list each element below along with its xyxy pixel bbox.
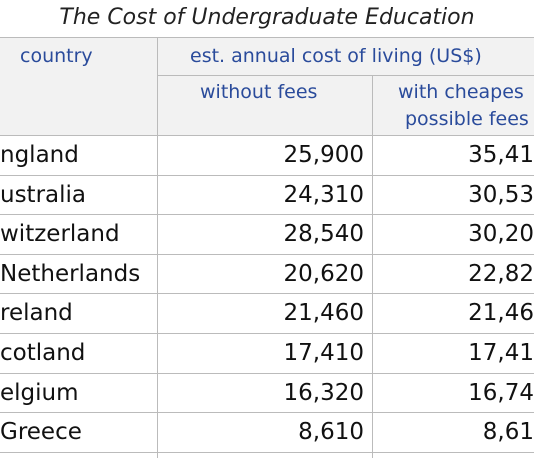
cost-cell: 28,540: [283, 221, 364, 248]
cost-cell: 17,41: [468, 340, 534, 366]
cost-cell: 16,320: [283, 379, 364, 406]
cost-cell: 8,610: [298, 419, 364, 446]
column-divider: [372, 76, 373, 458]
country-cell: reland: [0, 300, 73, 327]
row-divider: [0, 451, 534, 453]
column-header: without fees: [200, 81, 318, 103]
country-cell: ngland: [0, 142, 79, 168]
cost-cell: 20,620: [283, 260, 364, 287]
country-cell: elgium: [0, 379, 79, 406]
row-divider: [0, 293, 534, 295]
row-divider: [157, 75, 534, 76]
cost-cell: 8,61: [482, 419, 534, 446]
row-divider: [0, 214, 534, 216]
cost-cell: 21,46: [468, 300, 534, 327]
row-divider: [0, 135, 534, 136]
row-divider: [0, 333, 534, 334]
cost-cell: 17,410: [283, 340, 364, 366]
row-divider: [0, 253, 534, 255]
country-cell: Greece: [0, 419, 82, 446]
cost-cell: 24,310: [283, 181, 364, 208]
cost-cell: 25,900: [283, 142, 364, 168]
cost-cell: 30,20: [468, 221, 534, 248]
column-group-header: est. annual cost of living (US$): [190, 45, 482, 67]
cost-cell: 22,82: [468, 260, 534, 287]
title: The Cost of Undergraduate Education: [59, 5, 475, 30]
column-header: with cheapes: [398, 81, 524, 103]
cost-cell: 16,74: [468, 379, 534, 406]
row-divider: [0, 412, 534, 414]
cost-cell: 30,53: [468, 181, 534, 208]
cost-cell: 21,460: [283, 300, 364, 327]
column-divider: [157, 38, 158, 458]
country-cell: cotland: [0, 340, 86, 366]
country-cell: witzerland: [0, 221, 120, 248]
country-cell: Netherlands: [0, 260, 141, 287]
row-divider: [0, 174, 534, 176]
row-divider: [0, 372, 534, 374]
table-header: [0, 37, 534, 136]
column-header: possible fees: [405, 108, 529, 130]
country-cell: ustralia: [0, 181, 87, 208]
column-header: country: [20, 45, 93, 67]
cost-cell: 35,41: [468, 142, 534, 168]
